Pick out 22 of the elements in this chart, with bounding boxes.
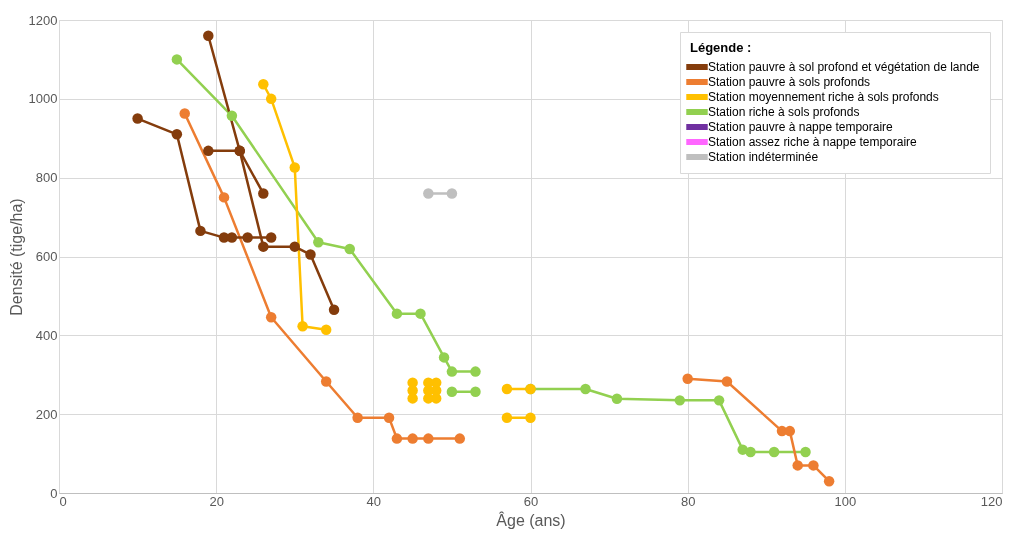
y-tick-label: 1200 (28, 12, 58, 28)
y-tick-label: 600 (35, 249, 58, 264)
legend-label: Station riche à sols profonds (708, 105, 860, 119)
y-tick-label: 200 (35, 406, 58, 422)
legend-label: Station pauvre à sol profond et végétation de lande (708, 60, 980, 74)
legend-label: Station assez riche à nappe temporaire (708, 135, 918, 149)
y-tick-label: 800 (35, 170, 58, 186)
y-tick-label: 400 (35, 327, 58, 343)
legend-label: Station pauvre à nappe temporaire (708, 120, 894, 134)
y-axis-title: Densité (tige/ha) (7, 198, 25, 316)
legend-label: Station indéterminée (708, 150, 819, 164)
legend-title: Légende : (690, 40, 752, 55)
x-tick-label: 80 (680, 493, 696, 509)
x-tick-label: 20 (209, 493, 224, 509)
x-axis-title: Âge (ans) (496, 510, 566, 529)
legend-label: Station moyennement riche à sols profonds (708, 90, 939, 104)
y-tick-label: 1000 (28, 91, 58, 107)
legend-label: Station pauvre à sols profonds (708, 75, 871, 89)
x-tick-label: 40 (366, 493, 382, 509)
x-tick-label: 100 (834, 493, 857, 509)
x-tick-label: 60 (523, 493, 539, 509)
x-tick-label: 120 (980, 493, 1003, 509)
